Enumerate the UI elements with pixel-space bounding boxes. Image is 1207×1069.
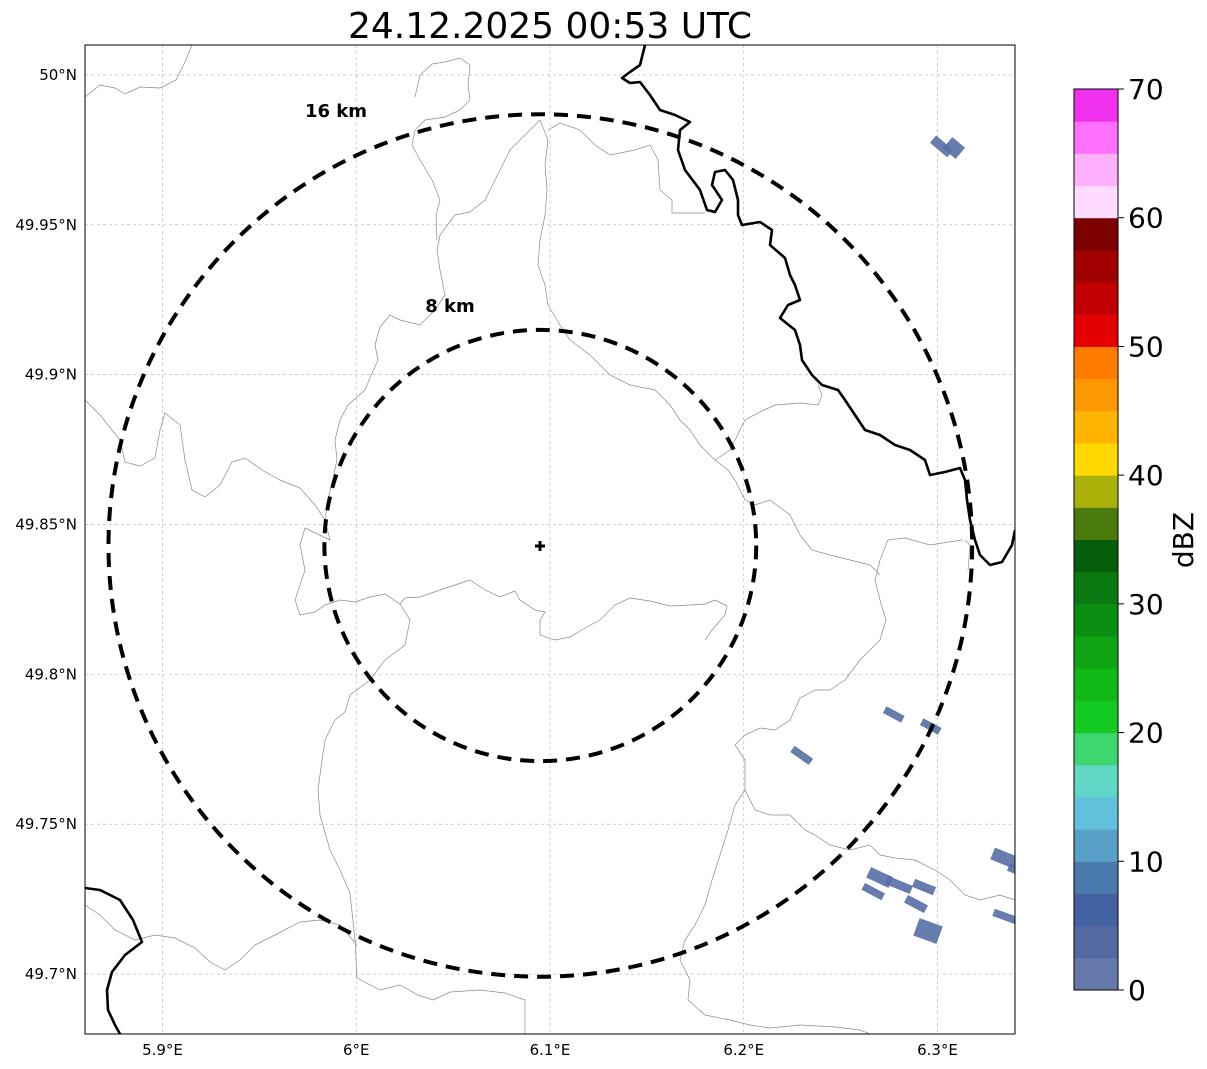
border-line [679, 789, 871, 1034]
colorbar-cell [1074, 314, 1118, 347]
lat-tick-label: 50°N [39, 66, 77, 84]
radar-echo-cell [992, 908, 1015, 925]
colorbar-cell [1074, 121, 1118, 154]
border-line [714, 459, 881, 576]
colorbar-cell [1074, 700, 1118, 734]
lat-tick-label: 49.9°N [25, 366, 77, 384]
radar-echo-cell [904, 894, 928, 914]
colorbar-cell [1074, 732, 1118, 766]
colorbar-cell [1074, 957, 1118, 991]
radar-echo-cell [913, 918, 943, 944]
colorbar-cell [1074, 346, 1118, 380]
colorbar-cell [1074, 861, 1118, 894]
colorbar-cell [1074, 507, 1118, 540]
map-title: 24.12.2025 00:53 UTC [348, 6, 752, 47]
colorbar-tick-label: 20 [1128, 717, 1164, 750]
border-line [85, 45, 193, 98]
radar-echo-cell [943, 137, 965, 159]
country-borders [85, 45, 1015, 1034]
border-line [317, 603, 526, 1034]
colorbar-cell [1074, 668, 1118, 701]
country-border-line [620, 45, 1015, 567]
lat-tick-label: 49.95°N [15, 216, 77, 234]
longitude-ticks: 5.9°E 6°E 6.1°E 6.2°E 6.3°E [142, 1041, 958, 1059]
border-line [734, 744, 1015, 901]
colorbar-tick-label: 70 [1128, 73, 1164, 106]
radar-echo-cell [911, 878, 937, 896]
ring-label-8km: 8 km [425, 296, 475, 317]
country-border-line [85, 886, 144, 1034]
radar-echo-cell [990, 847, 1015, 869]
lon-tick-label: 6.3°E [917, 1041, 958, 1059]
border-line [964, 539, 971, 571]
colorbar-frame [1073, 88, 1119, 991]
colorbar-cell [1074, 764, 1118, 798]
colorbar: 0 10 20 30 40 50 60 70 dBZ [1073, 73, 1200, 1007]
colorbar-cell [1074, 442, 1118, 476]
colorbar-tick-label: 0 [1128, 974, 1146, 1007]
colorbar-tick-label: 50 [1128, 330, 1164, 363]
colorbar-cell [1074, 282, 1118, 315]
map-content [85, 45, 1015, 1034]
colorbar-label: dBZ [1167, 512, 1200, 568]
lat-tick-label: 49.7°N [25, 965, 77, 983]
lat-tick-label: 49.85°N [15, 516, 77, 534]
colorbar-cell [1074, 925, 1118, 959]
colorbar-tick-label: 10 [1128, 845, 1164, 878]
colorbar-cell [1074, 571, 1118, 605]
colorbar-cell [1074, 378, 1118, 412]
latitude-ticks: 50°N 49.95°N 49.9°N 49.85°N 49.8°N 49.75°N 49.… [15, 66, 77, 983]
lat-tick-label: 49.8°N [25, 665, 77, 683]
colorbar-ticks: 0 10 20 30 40 50 60 70 [1118, 73, 1164, 1007]
colorbar-cell [1074, 603, 1118, 637]
border-line [85, 399, 331, 541]
border-line [411, 57, 471, 241]
range-ring-16km [106, 112, 975, 979]
radar-site-marker [535, 541, 545, 551]
range-ring-8km [322, 327, 759, 764]
colorbar-cell [1074, 636, 1118, 669]
colorbar-cell [1074, 217, 1118, 251]
radar-echo-cell [790, 745, 814, 765]
radar-echo-cell [861, 882, 885, 901]
colorbar-cells [1074, 89, 1118, 991]
lon-tick-label: 5.9°E [142, 1041, 183, 1059]
colorbar-cell [1074, 829, 1118, 862]
map-frame [84, 44, 1016, 1035]
gridlines [85, 45, 1015, 1034]
border-line [85, 904, 358, 971]
plus-icon [535, 541, 545, 551]
ring-label-16km: 16 km [305, 101, 367, 122]
radar-echo-cell [885, 876, 913, 894]
border-line [379, 119, 716, 461]
lon-tick-label: 6.2°E [723, 1041, 764, 1059]
lon-tick-label: 6.1°E [530, 1041, 571, 1059]
radar-echo-cell [882, 706, 905, 723]
range-rings [106, 112, 975, 979]
colorbar-tick-label: 60 [1128, 202, 1164, 235]
colorbar-cell [1074, 185, 1118, 219]
lon-tick-label: 6°E [343, 1041, 370, 1059]
colorbar-cell [1074, 475, 1118, 508]
border-line [294, 527, 728, 641]
colorbar-cell [1074, 89, 1118, 122]
lat-tick-label: 49.75°N [15, 815, 77, 833]
colorbar-cell [1074, 796, 1118, 830]
map-panel: 16 km 8 km 5.9°E 6°E 6.1°E 6.2°E 6.3°E 50°N 4… [15, 44, 1016, 1059]
border-line [734, 537, 963, 746]
colorbar-cell [1074, 539, 1118, 573]
colorbar-tick-label: 40 [1128, 459, 1164, 492]
radar-echo-cell [1006, 863, 1015, 876]
colorbar-cell [1074, 893, 1118, 927]
colorbar-cell [1074, 410, 1118, 444]
colorbar-cell [1074, 153, 1118, 187]
border-line [547, 122, 705, 214]
colorbar-tick-label: 30 [1128, 588, 1164, 621]
colorbar-cell [1074, 249, 1118, 283]
